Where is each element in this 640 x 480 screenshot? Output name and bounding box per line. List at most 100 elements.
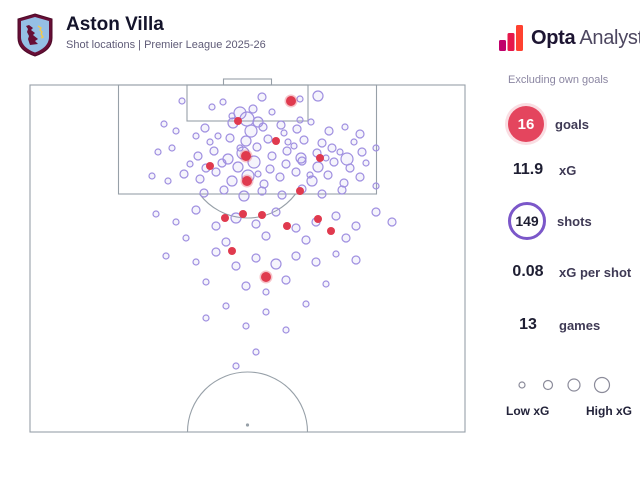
shot-marker (262, 288, 270, 296)
shot-marker (252, 142, 262, 152)
shot-marker (257, 92, 267, 102)
shot-marker (179, 169, 189, 179)
legend-circle-large (567, 378, 581, 392)
shot-marker (178, 97, 186, 105)
shot-marker (301, 235, 311, 245)
shot-marker (232, 362, 240, 370)
stat-games: 13 games (508, 315, 600, 335)
stat-shots: 149 shots (508, 202, 592, 240)
legend-circle-xlarge (593, 376, 611, 394)
shot-marker (357, 147, 367, 157)
xg-label: xG (559, 162, 577, 178)
shot-marker (252, 348, 260, 356)
shot-marker (323, 170, 333, 180)
shot-marker (263, 134, 273, 144)
shot-marker (336, 148, 344, 156)
goal-marker (284, 94, 298, 108)
xg-legend-labels: Low xG High xG (506, 404, 632, 418)
shot-marker (211, 247, 221, 257)
excluding-own-goals-note: Excluding own goals (508, 74, 609, 86)
shot-marker (312, 90, 324, 102)
legend-circle-medium (542, 379, 554, 391)
shots-label: shots (557, 213, 592, 229)
opta-analyst-logo: Opta Analyst (498, 24, 640, 52)
shot-marker (201, 163, 211, 173)
header-text: Aston Villa Shot locations | Premier Lea… (66, 13, 266, 51)
shot-marker (251, 253, 261, 263)
shot-marker (297, 184, 307, 194)
shot-marker (282, 326, 290, 334)
shot-marker (337, 185, 347, 195)
pitch-outline (29, 84, 466, 433)
goal-frame (222, 78, 273, 86)
goal-marker (314, 215, 322, 223)
shot-marker (322, 280, 330, 288)
shot-marker (355, 129, 365, 139)
shot-marker (267, 151, 277, 161)
shot-marker (282, 146, 292, 156)
centre-circle (186, 371, 309, 433)
goal-marker (259, 270, 273, 284)
shot-marker (154, 148, 162, 156)
shot-marker (261, 231, 271, 241)
shot-dots-group (148, 90, 397, 370)
shot-marker (307, 118, 315, 126)
shot-marker (172, 127, 180, 135)
shot-marker (219, 185, 229, 195)
shot-marker (341, 123, 349, 131)
shot-marker (276, 120, 286, 130)
shot-marker (182, 234, 190, 242)
shot-marker (230, 212, 242, 224)
shot-marker (202, 314, 210, 322)
shot-marker (192, 132, 200, 140)
penalty-arc (199, 193, 296, 219)
shot-marker (265, 164, 275, 174)
goal-marker (258, 211, 266, 219)
shot-marker (195, 174, 205, 184)
stat-goals: 16 goals (508, 106, 589, 142)
shot-marker (238, 190, 250, 202)
shot-marker (244, 124, 258, 138)
goal-marker (206, 162, 214, 170)
shot-marker (306, 171, 314, 179)
shot-marker (152, 210, 160, 218)
shot-marker (271, 207, 281, 217)
goal-marker (239, 210, 247, 218)
shot-marker (251, 219, 261, 229)
shot-marker (239, 111, 255, 127)
shot-marker (193, 151, 203, 161)
shot-marker (306, 175, 318, 187)
shot-marker (241, 169, 255, 183)
shot-marker (324, 126, 334, 136)
games-value: 13 (519, 316, 537, 333)
shot-marker (192, 258, 200, 266)
shot-marker (281, 159, 291, 169)
goal-marker (221, 214, 229, 222)
shot-marker (350, 138, 358, 146)
shot-marker (292, 124, 302, 134)
shot-marker (240, 135, 252, 147)
header: Aston Villa Shot locations | Premier Lea… (16, 13, 266, 57)
shot-marker (162, 252, 170, 260)
shot-marker (242, 322, 250, 330)
shot-marker (211, 167, 221, 177)
shot-marker (345, 163, 355, 173)
brand-opta: Opta (531, 26, 576, 49)
shot-marker (372, 182, 380, 190)
xg-per-shot-value: 0.08 (512, 263, 544, 280)
shot-marker (296, 116, 304, 124)
stat-xg-per-shot: 0.08 xG per shot (508, 262, 631, 282)
shot-marker (236, 146, 250, 160)
shot-marker (219, 98, 227, 106)
goal-marker (327, 227, 335, 235)
shot-marker (291, 167, 301, 177)
shot-marker (340, 152, 354, 166)
shot-marker (280, 129, 288, 137)
shot-marker (221, 237, 231, 247)
goal-marker (283, 222, 291, 230)
shot-marker (371, 207, 381, 217)
goal-marker (316, 154, 324, 162)
shot-marker (311, 257, 321, 267)
page-subtitle: Shot locations | Premier League 2025-26 (66, 39, 266, 51)
shot-marker (332, 250, 340, 258)
